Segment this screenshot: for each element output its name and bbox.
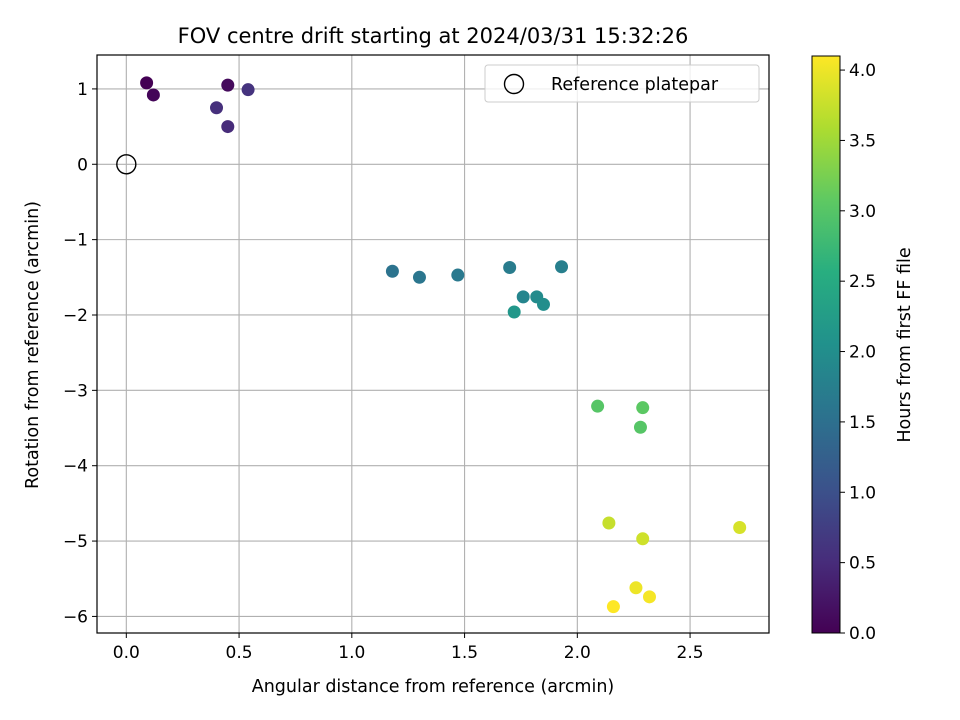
colorbar-tick-label: 1.0 — [849, 483, 876, 503]
x-gridlines — [125, 55, 691, 633]
data-point — [602, 516, 616, 530]
reference-platepar-marker — [116, 154, 137, 175]
data-point — [221, 78, 235, 92]
colorbar-tick-label: 4.0 — [849, 61, 876, 81]
x-tick-label: 0.0 — [113, 643, 140, 663]
data-point — [507, 305, 521, 319]
y-tick-label: −6 — [63, 607, 88, 627]
colorbar-tick-label: 3.0 — [849, 202, 876, 222]
data-point — [606, 600, 620, 614]
y-tick-label: −5 — [63, 532, 88, 552]
colorbar-label: Hours from first FF file — [895, 247, 915, 442]
x-tick-label: 0.5 — [226, 643, 253, 663]
x-tick-label: 2.5 — [677, 643, 704, 663]
data-point — [636, 401, 650, 415]
data-point — [210, 101, 224, 115]
x-axis-ticks: 0.0 0.5 1.0 1.5 2.0 2.5 — [113, 633, 704, 663]
x-tick-label: 1.0 — [338, 643, 365, 663]
colorbar: 0.0 0.5 1.0 1.5 2.0 2.5 3.0 3.5 4.0 Hours from f… — [811, 55, 915, 644]
plot-frame — [96, 54, 770, 634]
data-point — [536, 297, 550, 311]
data-point — [412, 270, 426, 284]
plot-area — [96, 54, 770, 634]
colorbar-tick-label: 2.0 — [849, 343, 876, 363]
data-point — [221, 120, 235, 134]
colorbar-ticks: 0.0 0.5 1.0 1.5 2.0 2.5 3.0 3.5 4.0 — [840, 61, 876, 644]
chart-title: FOV centre drift starting at 2024/03/31 … — [178, 24, 689, 48]
x-tick-label: 1.5 — [451, 643, 478, 663]
y-tick-label: 0 — [77, 155, 88, 175]
y-tick-label: −2 — [63, 306, 88, 326]
legend-marker-icon — [503, 73, 525, 95]
y-axis-ticks: 1 0 −1 −2 −3 −4 −5 −6 — [63, 80, 97, 627]
colorbar-tick-label: 2.5 — [849, 272, 876, 292]
data-point — [385, 264, 399, 278]
y-tick-label: 1 — [77, 80, 88, 100]
legend-box — [484, 64, 760, 103]
y-tick-label: −1 — [63, 231, 88, 251]
colorbar-tick-label: 0.0 — [849, 624, 876, 644]
data-point — [733, 520, 747, 534]
colorbar-tick-label: 0.5 — [849, 554, 876, 574]
data-point — [140, 76, 154, 90]
data-point — [516, 290, 530, 304]
data-point — [591, 399, 605, 413]
data-point — [451, 268, 465, 282]
data-point — [146, 88, 160, 102]
data-points — [140, 76, 747, 614]
y-tick-label: −3 — [63, 381, 88, 401]
data-point — [642, 590, 656, 604]
data-point — [555, 260, 569, 274]
x-axis-label: Angular distance from reference (arcmin) — [252, 677, 615, 697]
legend: Reference platepar — [484, 64, 760, 103]
legend-entry-reference-platepar: Reference platepar — [551, 75, 719, 95]
data-point — [241, 83, 255, 97]
colorbar-gradient — [811, 55, 841, 634]
x-tick-label: 2.0 — [564, 643, 591, 663]
data-point — [629, 581, 643, 595]
y-tick-label: −4 — [63, 457, 88, 477]
colorbar-tick-label: 3.5 — [849, 131, 876, 151]
data-point — [503, 261, 517, 275]
data-point — [633, 420, 647, 434]
y-gridlines — [97, 88, 769, 617]
colorbar-tick-label: 1.5 — [849, 413, 876, 433]
data-point — [636, 532, 650, 546]
y-axis-label: Rotation from reference (arcmin) — [23, 201, 43, 489]
